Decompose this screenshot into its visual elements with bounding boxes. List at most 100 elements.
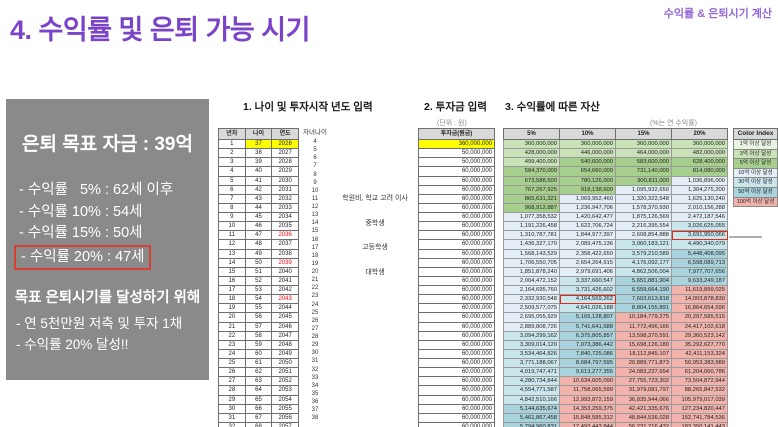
child-age-cell: 20: [311, 269, 319, 275]
age-cell: 48: [244, 239, 273, 250]
asset-cell: 3,309,014,120: [503, 339, 560, 350]
year-cell: 2050: [271, 357, 299, 369]
asset-cell: 6,375,805,857: [559, 330, 616, 341]
age-cell: 52: [244, 275, 273, 287]
investment-cell: 60,000,000: [418, 376, 495, 387]
asset-cell: 1,875,126,569: [615, 211, 672, 223]
section2-title: 2. 투자금 입력: [424, 101, 487, 113]
investment-cell: 60,000,000: [418, 348, 495, 360]
row-index-cell: 18: [218, 294, 246, 305]
color-index-row: 100억 이상 달성: [733, 196, 778, 208]
child-age-cell: 21: [311, 277, 319, 284]
row-index-cell: 4: [218, 166, 246, 177]
asset-cell-red-box: 4,164,569,262: [559, 294, 616, 305]
age-cell: 44: [244, 202, 273, 214]
asset-cell: 1,095,932,650: [615, 184, 672, 195]
age-cell: 54: [244, 294, 273, 305]
year-cell: 2046: [271, 321, 299, 332]
asset-cell: 152,741,784,536: [671, 412, 728, 423]
asset-cell: 4,280,734,844: [503, 376, 560, 387]
asset-cell: 1,036,896,000: [671, 175, 728, 186]
investment-cell: 50,000,000: [418, 148, 495, 159]
child-age-cell: 5: [313, 147, 317, 154]
milestone-annotation: 대학생: [365, 268, 385, 276]
asset-cell: 7,603,613,818: [615, 294, 672, 305]
row-index-cell: 23: [218, 339, 246, 350]
asset-cell: 127,234,820,447: [671, 403, 728, 414]
asset-cell: 13,598,370,591: [615, 330, 672, 341]
asset-cell: 17,493,443,844: [559, 421, 616, 427]
asset-cell: 42,421,335,676: [615, 403, 672, 414]
age-cell: 55: [244, 303, 273, 314]
year-cell: 2052: [271, 376, 299, 387]
year-cell: 2030: [271, 175, 299, 186]
investment-input-cell[interactable]: 360,000,000: [418, 138, 495, 150]
asset-cell: 3,026,625,055: [671, 221, 728, 232]
age-cell: 63: [244, 376, 273, 387]
row-index-cell: 26: [218, 367, 246, 378]
child-age-cell: 38: [311, 415, 319, 422]
asset-cell: 2,010,156,288: [671, 202, 728, 214]
year-table-col-header: 연도: [271, 128, 299, 140]
asset-cell: 360,000,000: [503, 138, 560, 150]
investment-cell: 60,000,000: [418, 403, 495, 414]
year-cell: 2033: [271, 202, 299, 214]
asset-cell: 3,771,188,067: [503, 357, 560, 369]
asset-cell: 1,568,143,529: [503, 248, 560, 259]
asset-cell: 14,353,259,375: [559, 403, 616, 414]
asset-cell: 35,292,627,770: [671, 339, 728, 350]
goal-strategy-list: - 연 5천만원 저축 및 투자 1채 - 수익률 20% 달성!!: [16, 313, 209, 355]
asset-cell-red-box: 3,691,950,066: [671, 230, 728, 241]
rate-result-line: - 수익률 20% : 47세: [14, 244, 209, 270]
row-index-cell: 28: [218, 385, 246, 396]
asset-cell: 2,089,475,136: [559, 239, 616, 250]
row-index-cell: 7: [218, 193, 246, 204]
investment-cell: 50,000,000: [418, 157, 495, 168]
year-cell: 2041: [271, 275, 299, 287]
asset-cell: 5,144,635,674: [503, 403, 560, 414]
child-age-cell: 23: [311, 293, 319, 300]
investment-cell: 60,000,000: [418, 385, 495, 396]
asset-cell: 5,741,641,688: [559, 321, 616, 332]
year-cell[interactable]: 2026: [271, 138, 299, 150]
milestone-annotation: 중학생: [365, 219, 385, 227]
year-cell: 2057: [271, 421, 299, 427]
row-index-cell: 2: [218, 148, 246, 159]
rate-result-line: - 수익률 5% : 62세 이후: [19, 182, 174, 198]
asset-cell: 865,631,321: [503, 193, 560, 204]
asset-cell: 105,979,017,039: [671, 394, 728, 405]
color-index-row: 1억 이상 달성: [733, 139, 778, 150]
asset-cell: 10,634,605,090: [559, 376, 616, 387]
retirement-goal-title: 은퇴 목표 자금 : 39억: [22, 134, 193, 155]
investment-cell: 60,000,000: [418, 239, 495, 250]
goal-strategy-line: - 수익률 20% 달성!!: [16, 337, 129, 352]
age-cell: 56: [244, 312, 273, 323]
year-table-col-header: 나이: [244, 128, 273, 140]
child-age-cell: 29: [311, 342, 319, 349]
age-cell[interactable]: 37: [244, 138, 273, 150]
goal-strategy-line: - 연 5천만원 저축 및 투자 1채: [16, 316, 183, 331]
child-age-cell: 26: [311, 317, 319, 324]
child-age-cell: 30: [311, 350, 319, 357]
child-age-cell: 35: [311, 390, 319, 397]
age-cell: 62: [244, 367, 273, 378]
rate-col-header: 10%: [559, 128, 616, 140]
section3-title: 3. 수익률에 따른 자산: [505, 101, 600, 113]
age-cell: 58: [244, 330, 273, 341]
asset-cell: 583,600,000: [615, 157, 672, 168]
asset-cell: 4,176,092,177: [615, 257, 672, 268]
asset-cell: 36,835,944,066: [615, 394, 672, 405]
asset-cell: 14,003,878,830: [671, 294, 728, 305]
asset-cell: 29,360,523,142: [671, 330, 728, 341]
year-cell: 2031: [271, 184, 299, 195]
age-cell: 41: [244, 175, 273, 186]
year-cell: 2051: [271, 367, 299, 378]
rate-results-list: - 수익률 5% : 62세 이후 - 수익률 10% : 54세 - 수익률 15…: [14, 180, 209, 270]
age-cell: 64: [244, 385, 273, 396]
investment-cell: 60,000,000: [418, 248, 495, 259]
asset-cell: 15,698,126,180: [615, 339, 672, 350]
color-index-title: Color Index: [733, 128, 778, 140]
child-age-cell: 33: [311, 374, 319, 381]
year-cell: 2038: [271, 248, 299, 259]
